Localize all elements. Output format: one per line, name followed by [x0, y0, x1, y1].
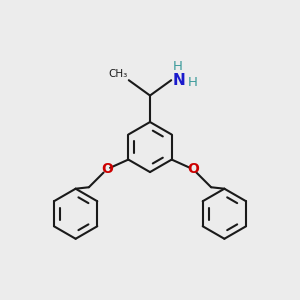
Text: H: H [173, 60, 183, 73]
Text: O: O [101, 162, 113, 176]
Text: CH₃: CH₃ [108, 69, 127, 79]
Text: H: H [188, 76, 198, 89]
Text: N: N [172, 73, 185, 88]
Text: O: O [187, 162, 199, 176]
